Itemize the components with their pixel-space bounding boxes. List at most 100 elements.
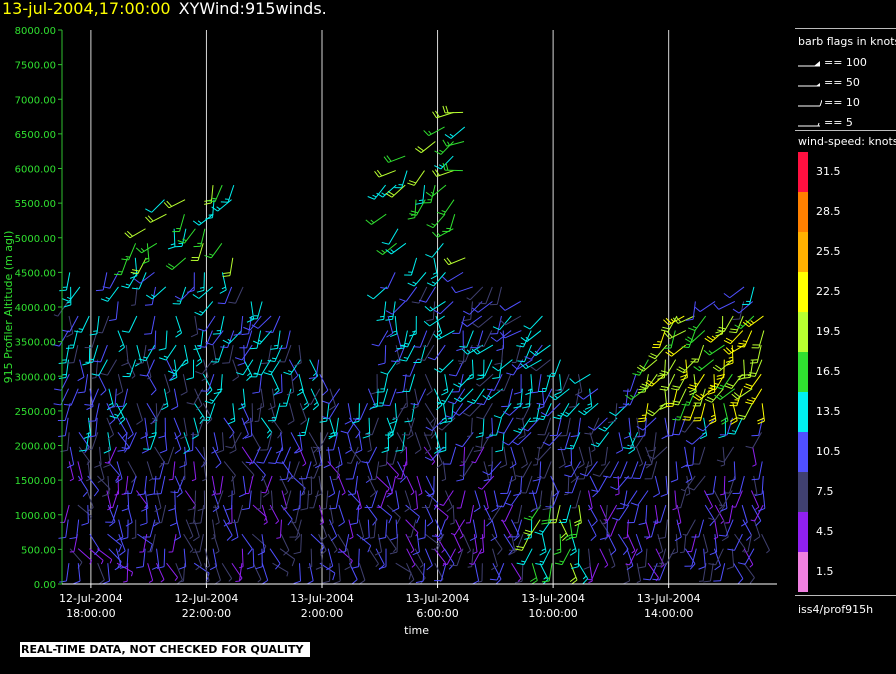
wind-barb: [116, 403, 126, 425]
wind-barb: [636, 417, 657, 431]
wind-barb: [549, 388, 570, 401]
wind-barb: [107, 388, 117, 409]
wind-barb: [622, 563, 631, 585]
wind-barb: [62, 315, 79, 333]
wind-barb: [534, 519, 553, 535]
speed-swatch: [798, 272, 808, 312]
barb-example-icon: [798, 83, 820, 87]
wind-barb: [229, 432, 237, 454]
speed-swatch-label: 13.5: [816, 405, 841, 418]
wind-barb: [607, 533, 617, 556]
wind-barb: [603, 461, 620, 478]
wind-barb: [434, 141, 454, 155]
wind-barb: [523, 315, 543, 330]
wind-barb: [681, 330, 696, 348]
wind-barb: [424, 373, 433, 396]
wind-barb: [290, 519, 301, 541]
wind-barb: [439, 403, 447, 425]
wind-barb: [434, 519, 444, 542]
wind-barb: [148, 417, 157, 439]
wind-barb: [106, 490, 112, 511]
wind-barb: [395, 562, 412, 580]
wind-barb: [178, 548, 187, 570]
wind-barb: [124, 228, 146, 239]
wind-barb: [118, 533, 126, 556]
wind-barb: [133, 271, 155, 284]
wind-barb: [638, 505, 648, 526]
wind-barb: [144, 286, 157, 306]
wind-barb: [272, 562, 289, 577]
wind-barb: [227, 475, 236, 498]
wind-barb: [647, 446, 668, 460]
wind-barb: [415, 185, 426, 205]
wind-barb: [390, 315, 398, 338]
wind-barb: [622, 374, 637, 392]
wind-barb: [337, 534, 350, 553]
wind-barb: [358, 563, 366, 585]
wind-barb: [257, 534, 266, 556]
wind-barb: [85, 344, 99, 363]
wind-barb: [328, 519, 338, 542]
speed-swatch: [798, 352, 808, 392]
wind-barb: [308, 432, 319, 454]
wind-barb: [168, 490, 176, 512]
wind-barb: [256, 490, 262, 510]
wind-barb: [442, 139, 465, 147]
wind-barb: [653, 475, 661, 498]
wind-barb: [164, 374, 171, 394]
wind-barb: [632, 417, 641, 440]
wind-barb: [489, 417, 502, 436]
wind-barb: [340, 417, 358, 434]
wind-barb: [456, 490, 466, 509]
wind-barb: [516, 548, 533, 566]
y-tick-label: 4500.00: [15, 268, 56, 279]
wind-barb: [213, 374, 223, 395]
wind-barb: [291, 504, 300, 524]
wind-barb: [94, 446, 102, 468]
wind-barb: [418, 286, 436, 303]
wind-barb: [306, 388, 321, 405]
wind-barb: [726, 548, 735, 570]
wind-barb: [81, 505, 89, 526]
wind-barb: [205, 330, 224, 346]
wind-barb: [520, 359, 542, 370]
wind-barb: [483, 461, 490, 482]
y-tick-label: 3000.00: [15, 372, 56, 383]
wind-barb: [451, 374, 464, 393]
wind-barb: [557, 432, 571, 451]
speed-swatch: [798, 152, 808, 192]
wind-barb: [216, 432, 225, 454]
wind-barb: [269, 504, 280, 525]
wind-barb: [252, 563, 262, 583]
wind-barb: [663, 315, 685, 326]
wind-barb: [139, 359, 155, 377]
wind-barb: [680, 446, 689, 469]
wind-barb: [170, 359, 178, 381]
wind-barb: [388, 446, 399, 465]
wind-barb: [497, 417, 514, 434]
wind-barb: [154, 446, 165, 468]
wind-barb: [356, 490, 362, 511]
wind-barb: [554, 548, 571, 566]
barb-legend-title: barb flags in knots: [798, 35, 896, 48]
wind-barb: [274, 374, 283, 395]
wind-barb: [659, 359, 677, 376]
wind-barb: [417, 519, 427, 540]
wind-barb: [703, 563, 714, 583]
wind-barb: [310, 446, 318, 467]
wind-barb: [411, 388, 419, 411]
wind-barb: [453, 373, 473, 388]
wind-barb: [517, 344, 532, 363]
wind-barb: [433, 330, 455, 340]
wind-barb: [102, 475, 110, 497]
wind-barb: [121, 315, 138, 333]
wind-barb: [645, 373, 666, 387]
wind-barb: [277, 344, 292, 363]
wind-barb: [636, 563, 642, 584]
wind-barb: [713, 301, 736, 310]
wind-barb: [160, 446, 175, 465]
wind-barb: [222, 504, 231, 527]
wind-barb: [136, 403, 143, 425]
wind-barb: [737, 359, 746, 381]
wind-barb: [202, 403, 213, 425]
